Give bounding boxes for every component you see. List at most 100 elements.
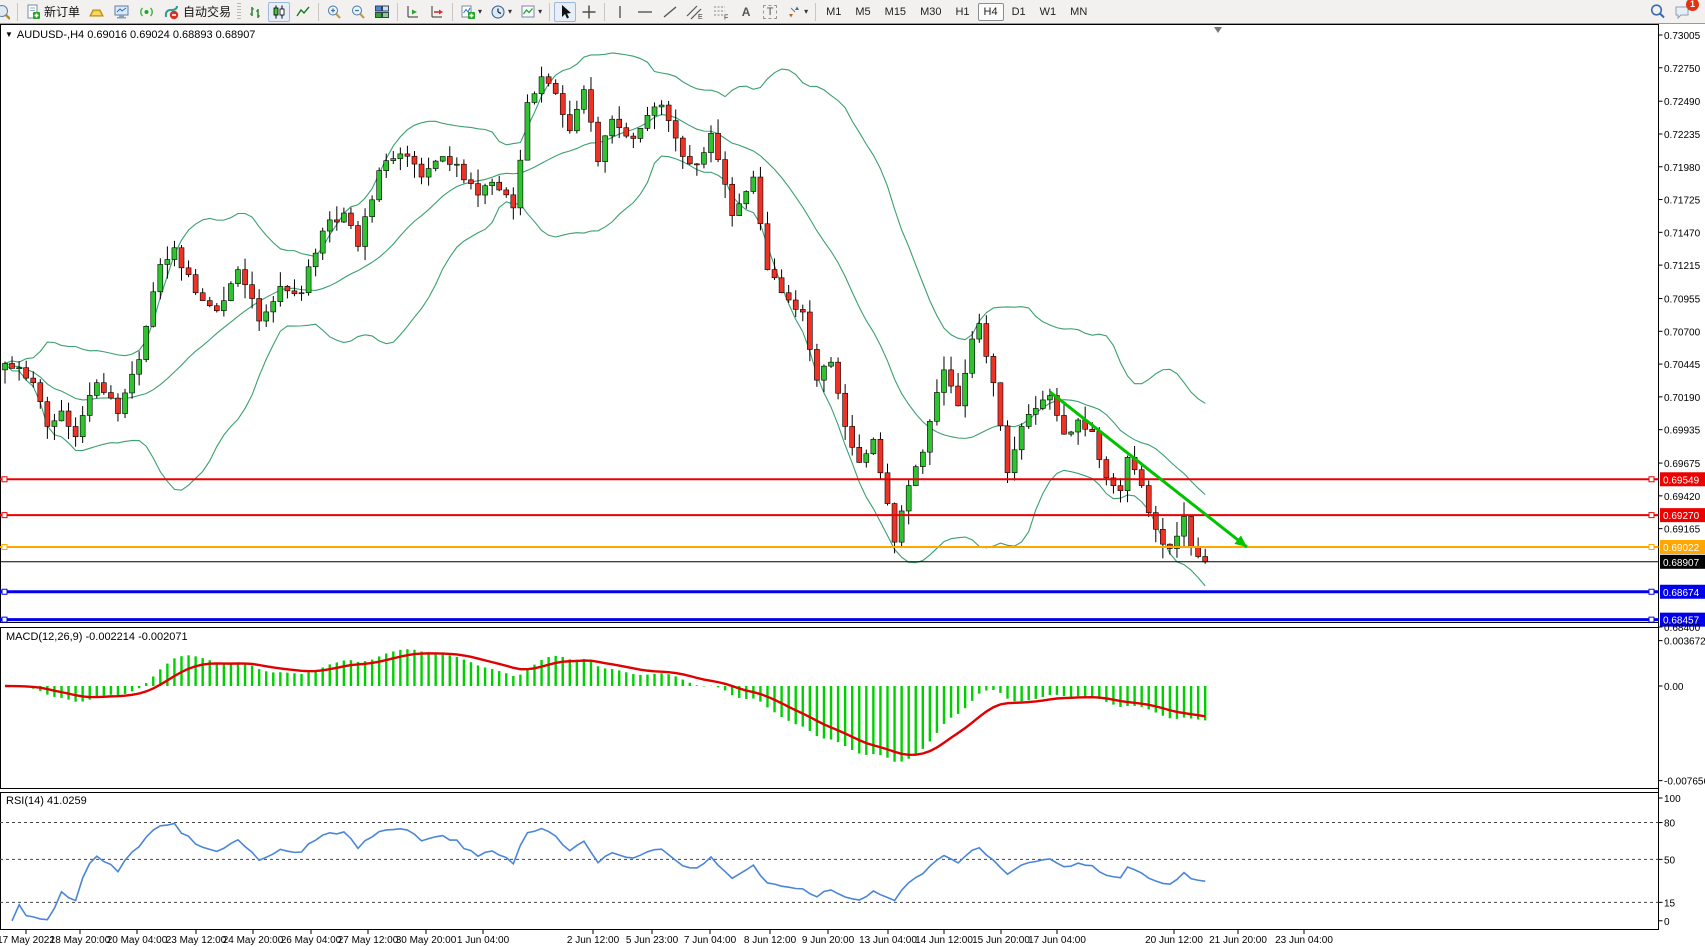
candles: [2, 66, 1208, 564]
svg-text:24 May 20:00: 24 May 20:00: [223, 935, 284, 946]
svg-text:15 Jun 20:00: 15 Jun 20:00: [972, 935, 1030, 946]
chart-shift-icon: [431, 5, 444, 17]
line-chart-icon: [296, 6, 310, 16]
dropdown-caret-icon: ▾: [478, 7, 483, 16]
toolbar-separator: [604, 2, 606, 21]
gold-ingot-icon: [89, 9, 104, 16]
toolbar-right-group: 1: [1645, 0, 1705, 22]
macd-main-value: -0.002214: [85, 631, 136, 643]
search-button[interactable]: [1646, 2, 1669, 22]
text-label-button[interactable]: T: [759, 2, 781, 22]
zoom-in-button[interactable]: [323, 2, 345, 22]
trendline-icon: [663, 5, 677, 18]
symbol-ohlc-text: AUDUSD-,H4 0.69016 0.69024 0.68893 0.689…: [16, 29, 256, 41]
svg-text:0.68457: 0.68457: [1663, 616, 1700, 627]
svg-text:0.69165: 0.69165: [1664, 525, 1701, 536]
svg-text:26 May 04:00: 26 May 04:00: [281, 935, 342, 946]
timeframe-h4-button[interactable]: H4: [977, 2, 1004, 21]
svg-text:0.72750: 0.72750: [1664, 64, 1701, 75]
bar-chart-button[interactable]: [244, 2, 266, 22]
svg-text:18 May 20:00: 18 May 20:00: [50, 935, 111, 946]
vertical-line-icon: [619, 5, 621, 18]
svg-text:F: F: [724, 14, 728, 20]
rsi-indicator: [0, 822, 1659, 922]
terminal-button[interactable]: [110, 2, 133, 22]
tile-windows-icon: [375, 5, 390, 18]
svg-text:0.69549: 0.69549: [1663, 475, 1700, 486]
arrows-button[interactable]: ▾: [783, 2, 811, 22]
tile-windows-button[interactable]: [371, 2, 393, 22]
dropdown-caret-icon: ▾: [538, 7, 543, 16]
toolbar-separator: [549, 2, 551, 21]
timeframe-mn-button[interactable]: MN: [1070, 5, 1088, 18]
svg-text:-0.007656: -0.007656: [1664, 777, 1705, 788]
svg-text:0.003672: 0.003672: [1664, 637, 1705, 648]
svg-text:2 Jun 12:00: 2 Jun 12:00: [567, 935, 620, 946]
toolbar-separator: [17, 2, 18, 21]
timeframe-m5-button[interactable]: M5: [855, 5, 871, 18]
label-tool-glyph: T: [762, 4, 778, 19]
signal-icon: [140, 6, 153, 17]
one-click-trading-toggle-icon[interactable]: ▼: [5, 30, 13, 39]
candlestick-chart-icon: [273, 5, 285, 18]
fibonacci-button[interactable]: F: [709, 2, 733, 22]
svg-text:0.71470: 0.71470: [1664, 228, 1701, 239]
trendline-button[interactable]: [659, 2, 681, 22]
clipped-window-icon[interactable]: [0, 2, 13, 22]
svg-text:5 Jun 23:00: 5 Jun 23:00: [626, 935, 679, 946]
dropdown-caret-icon: ▾: [508, 7, 513, 16]
svg-text:0: 0: [1664, 917, 1670, 928]
candlestick-chart-button[interactable]: [268, 1, 291, 22]
timeframe-m30-button[interactable]: M30: [920, 5, 942, 18]
horizontal-line-button[interactable]: [633, 2, 657, 22]
arrows-icon: [789, 6, 800, 17]
cursor-button[interactable]: [554, 1, 577, 22]
text-tool-glyph: A: [741, 4, 751, 19]
svg-text:27 May 12:00: 27 May 12:00: [338, 935, 399, 946]
notifications-button[interactable]: 1: [1671, 0, 1699, 22]
toolbar: 新订单 自动交易: [0, 0, 1705, 24]
timeframe-m1-button[interactable]: M1: [826, 5, 842, 18]
equidistant-channel-icon: E: [686, 5, 703, 20]
svg-text:0.71725: 0.71725: [1664, 196, 1701, 207]
timeframe-h1-button[interactable]: H1: [955, 5, 970, 18]
vertical-line-button[interactable]: [609, 2, 631, 22]
price-lines[interactable]: [0, 476, 1659, 623]
svg-text:0.68907: 0.68907: [1663, 558, 1700, 569]
monitor-chart-icon: [114, 5, 129, 18]
templates-button[interactable]: ▾: [517, 2, 545, 22]
notification-badge: 1: [1686, 0, 1699, 11]
auto-scroll-button[interactable]: [402, 2, 424, 22]
signals-button[interactable]: [135, 2, 158, 22]
svg-text:0.69935: 0.69935: [1664, 426, 1701, 437]
timeframe-d1-button[interactable]: D1: [1011, 5, 1026, 18]
chart-shift-marker[interactable]: [1214, 27, 1222, 33]
new-order-label: 新订单: [44, 5, 81, 19]
toolbar-separator: [318, 2, 320, 21]
zoom-out-button[interactable]: [347, 2, 369, 22]
svg-text:0.70445: 0.70445: [1664, 360, 1701, 371]
indicators-button[interactable]: ▾: [457, 2, 485, 22]
timeframe-w1-button[interactable]: W1: [1039, 5, 1057, 18]
new-order-button[interactable]: 新订单: [22, 2, 83, 22]
svg-text:0.68674: 0.68674: [1663, 588, 1700, 599]
toolbar-separator: [815, 2, 817, 21]
macd-indicator: [4, 649, 1207, 762]
periods-button[interactable]: ▾: [487, 2, 515, 22]
svg-text:0.69270: 0.69270: [1663, 511, 1700, 522]
autotrading-button[interactable]: 自动交易: [160, 2, 234, 22]
chart-header: ▼ AUDUSD-,H4 0.69016 0.69024 0.68893 0.68…: [5, 29, 255, 41]
crosshair-button[interactable]: [578, 2, 600, 22]
toolbar-separator: [397, 2, 399, 21]
chart-shift-button[interactable]: [426, 2, 448, 22]
gold-button[interactable]: [85, 2, 108, 22]
text-button[interactable]: A: [735, 2, 757, 22]
timeframe-m15-button[interactable]: M15: [884, 5, 907, 18]
channel-button[interactable]: E: [683, 2, 707, 22]
svg-text:80: 80: [1664, 819, 1676, 830]
trendline-arrow[interactable]: [1049, 390, 1248, 549]
line-chart-button[interactable]: [292, 2, 314, 22]
